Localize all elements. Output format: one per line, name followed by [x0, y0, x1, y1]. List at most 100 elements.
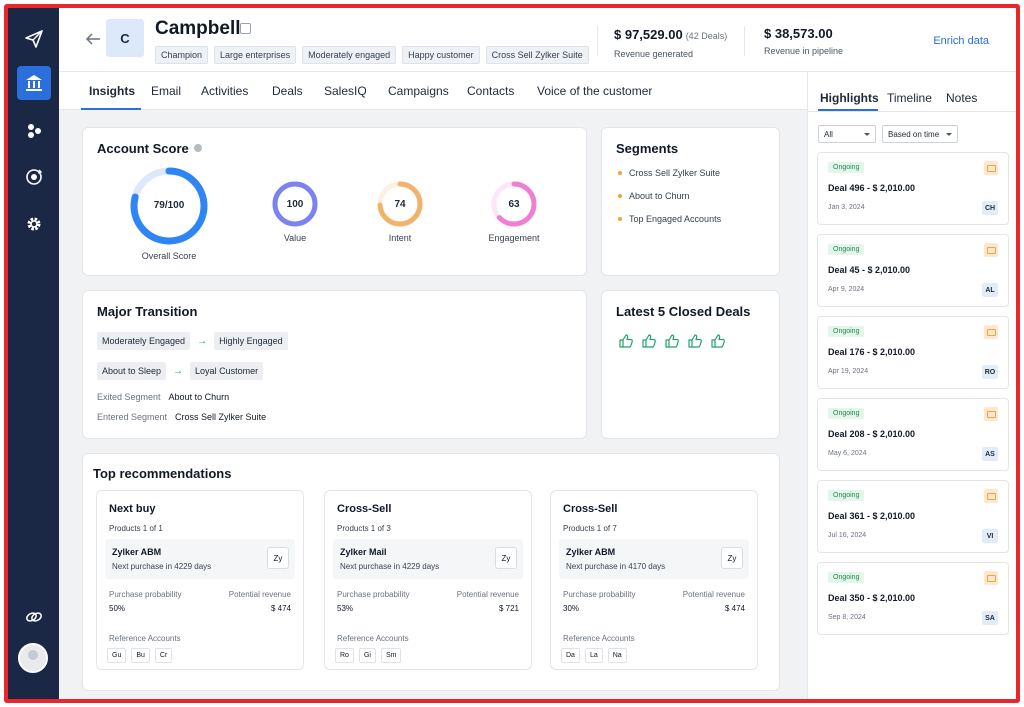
next-purchase: Next purchase in 4229 days	[340, 562, 440, 571]
status-filter-select[interactable]: All	[818, 125, 876, 143]
transition-from: About to Sleep	[97, 362, 167, 380]
reference-account-chip[interactable]: Sm	[380, 648, 402, 663]
deal-title: Deal 45 - $ 2,010.00	[828, 265, 911, 275]
deal-card[interactable]: Ongoing Deal 361 - $ 2,010.00 Jul 16, 20…	[817, 480, 1009, 553]
back-arrow-icon[interactable]	[84, 30, 102, 48]
wallet-icon	[984, 243, 998, 257]
tab-campaigns[interactable]: Campaigns	[388, 84, 449, 98]
revenue-generated: $ 97,529.00 (42 Deals) Revenue generated	[614, 26, 727, 59]
engagement-arc	[491, 181, 537, 227]
arrow-right-icon: →	[173, 366, 184, 377]
reference-account-chip[interactable]: Da	[561, 648, 580, 663]
tab-salesiq[interactable]: SalesIQ	[324, 84, 367, 98]
reference-accounts-label: Reference Accounts	[109, 634, 181, 643]
major-transition-title: Major Transition	[97, 304, 198, 319]
status-badge: Ongoing	[828, 162, 865, 173]
gear-icon[interactable]	[17, 207, 51, 241]
revenue-value: $ 474	[724, 604, 745, 613]
tab-contacts[interactable]: Contacts	[467, 84, 515, 98]
value-score: 100	[286, 199, 304, 210]
transition-row: Moderately Engaged → Highly Engaged	[97, 331, 288, 350]
reference-account-chip[interactable]: La	[584, 648, 603, 663]
products-count: Products 1 of 1	[109, 524, 163, 533]
recommendation-card[interactable]: Cross-Sell Products 1 of 7 Zylker ABM Ne…	[550, 490, 758, 670]
probability-value: 30%	[563, 604, 580, 613]
thumbs-up-icon[interactable]	[664, 333, 680, 349]
reference-account-chip[interactable]: Gu	[107, 648, 127, 663]
segments-title: Segments	[616, 141, 679, 156]
deal-count: (42 Deals)	[685, 31, 728, 41]
deal-card[interactable]: Ongoing Deal 45 - $ 2,010.00 Apr 9, 2024…	[817, 234, 1009, 307]
avatar[interactable]	[18, 643, 48, 673]
revenue-label: Potential revenue	[228, 590, 291, 599]
account-header: C Campbell Champion Large enterprises Mo…	[59, 8, 1016, 72]
products-count: Products 1 of 3	[337, 524, 391, 533]
reference-account-chip[interactable]: Na	[607, 648, 627, 663]
tab-insights[interactable]: Insights	[89, 84, 136, 98]
reference-accounts: Ro Gi Sm	[335, 648, 402, 663]
time-filter-select[interactable]: Based on time	[882, 125, 958, 143]
reference-account-chip[interactable]: Gi	[358, 648, 376, 663]
value-ring	[272, 181, 318, 227]
reference-account-chip[interactable]: Ro	[335, 648, 354, 663]
value-gauge: 100 Value	[265, 180, 325, 243]
intent-ring	[377, 181, 423, 227]
deal-date: Jan 3, 2024	[828, 204, 865, 211]
reference-accounts-label: Reference Accounts	[563, 634, 635, 643]
thumbs-up-icon[interactable]	[641, 333, 657, 349]
engagement-ring	[491, 181, 537, 227]
link-icon[interactable]	[17, 600, 51, 634]
recommendation-card[interactable]: Next buy Products 1 of 1 Zylker ABM Next…	[96, 490, 304, 670]
tab-email[interactable]: Email	[151, 84, 182, 98]
owner-initials: AL	[982, 283, 998, 297]
tab-activities[interactable]: Activities	[201, 84, 249, 98]
enrich-data-link[interactable]: Enrich data	[933, 35, 989, 47]
next-purchase: Next purchase in 4170 days	[566, 562, 666, 571]
tab-deals[interactable]: Deals	[272, 84, 303, 98]
deal-card[interactable]: Ongoing Deal 350 - $ 2,010.00 Sep 8, 202…	[817, 562, 1009, 635]
transition-row: About to Sleep → Loyal Customer	[97, 361, 264, 380]
product-logo: Zy	[721, 547, 743, 569]
engagement-gauge: 63 Engagement	[474, 180, 554, 243]
reference-account-chip[interactable]: Bu	[131, 648, 150, 663]
overall-score-ring	[130, 167, 208, 245]
bank-icon[interactable]	[17, 66, 51, 100]
deal-date: Sep 8, 2024	[828, 614, 866, 621]
product-box: Zylker Mail Next purchase in 4229 days Z…	[333, 539, 523, 579]
info-icon[interactable]	[193, 144, 202, 152]
thumbs-up-icon[interactable]	[687, 333, 703, 349]
deal-card[interactable]: Ongoing Deal 176 - $ 2,010.00 Apr 19, 20…	[817, 316, 1009, 389]
app-frame: C Campbell Champion Large enterprises Mo…	[4, 4, 1020, 703]
deal-card[interactable]: Ongoing Deal 496 - $ 2,010.00 Jan 3, 202…	[817, 152, 1009, 225]
thumbs-up-icon[interactable]	[710, 333, 726, 349]
tab-notes[interactable]: Notes	[946, 91, 978, 105]
recommendation-type: Cross-Sell	[563, 503, 618, 515]
transition-to: Loyal Customer	[190, 362, 264, 380]
tab-highlights[interactable]: Highlights	[820, 91, 879, 105]
deal-card[interactable]: Ongoing Deal 208 - $ 2,010.00 May 6, 202…	[817, 398, 1009, 471]
probability-label: Purchase probability	[337, 590, 410, 599]
revenue-pipeline: $ 38,573.00 Revenue in pipeline	[764, 26, 843, 56]
transition-from: Moderately Engaged	[97, 332, 191, 350]
probability-label: Purchase probability	[563, 590, 636, 599]
recommendation-type: Cross-Sell	[337, 503, 392, 515]
thumbs-up-icon[interactable]	[618, 333, 634, 349]
tag: Champion	[155, 46, 209, 64]
tab-timeline[interactable]: Timeline	[887, 91, 932, 105]
tab-voice-of-customer[interactable]: Voice of the customer	[537, 84, 653, 98]
reference-account-chip[interactable]: Cr	[154, 648, 173, 663]
deal-date: Jul 16, 2024	[828, 532, 867, 539]
products-count: Products 1 of 7	[563, 524, 617, 533]
value-arc	[272, 181, 318, 227]
wallet-icon	[984, 325, 998, 339]
copy-icon[interactable]	[240, 23, 251, 34]
recommendation-card[interactable]: Cross-Sell Products 1 of 3 Zylker Mail N…	[324, 490, 532, 670]
divider	[597, 26, 598, 56]
revenue-value: $ 721	[498, 604, 519, 613]
account-score-title: Account Score	[97, 141, 202, 156]
paper-plane-icon[interactable]	[17, 22, 51, 56]
product-name: Zylker Mail	[340, 547, 387, 557]
refresh-icon[interactable]	[17, 160, 51, 194]
product-box: Zylker ABM Next purchase in 4170 days Zy	[559, 539, 749, 579]
cluster-icon[interactable]	[17, 114, 51, 148]
